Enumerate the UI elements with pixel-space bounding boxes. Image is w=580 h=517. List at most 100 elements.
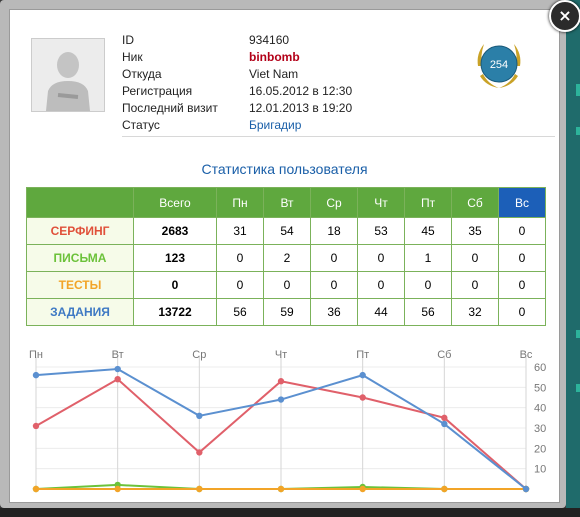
nickname-value: binbomb xyxy=(249,50,300,64)
total-cell: 2683 xyxy=(133,217,217,245)
day-cell: 0 xyxy=(498,217,546,245)
day-cell: 36 xyxy=(310,298,358,326)
day-cell: 0 xyxy=(216,244,264,272)
total-cell: 13722 xyxy=(133,298,217,326)
x-tick-label: Чт xyxy=(275,349,287,361)
x-tick-label: Пн xyxy=(29,349,43,361)
x-tick-label: Вс xyxy=(520,349,533,361)
stats-table: Всего Пн Вт Ср Чт Пт Сб Вс СЕРФИНГ 2683 … xyxy=(26,187,546,326)
info-row-status: Статус Бригадир xyxy=(122,117,352,134)
avatar xyxy=(31,38,105,112)
day-cell: 32 xyxy=(451,298,499,326)
day-cell: 0 xyxy=(263,271,311,299)
table-header-cell: Ср xyxy=(310,187,358,218)
day-cell: 56 xyxy=(216,298,264,326)
info-label: ID xyxy=(122,33,134,47)
activity-label: ПИСЬМА xyxy=(26,244,134,272)
activity-label: ТЕСТЫ xyxy=(26,271,134,299)
day-cell: 44 xyxy=(357,298,405,326)
x-tick-label: Сб xyxy=(437,349,451,361)
data-point xyxy=(277,485,285,493)
info-row-id: ID 934160 xyxy=(122,32,352,49)
registration-value: 16.05.2012 в 12:30 xyxy=(249,84,353,98)
data-point xyxy=(359,485,366,493)
table-row: ПИСЬМА 123 0 2 0 0 1 0 0 xyxy=(26,244,546,272)
day-cell: 59 xyxy=(263,298,311,326)
data-point xyxy=(277,378,285,385)
data-point xyxy=(441,420,448,428)
activity-label: СЕРФИНГ xyxy=(26,217,134,245)
data-point xyxy=(441,414,448,422)
day-cell: 35 xyxy=(451,217,499,245)
info-row-nick: Ник binbomb xyxy=(122,49,352,66)
data-point xyxy=(196,485,203,493)
table-header-cell: Всего xyxy=(133,187,217,218)
data-point xyxy=(32,485,40,493)
y-tick-label: 50 xyxy=(534,382,546,394)
day-cell: 0 xyxy=(498,298,546,326)
table-header-cell: Сб xyxy=(451,187,499,218)
info-label: Откуда xyxy=(122,67,162,81)
data-point xyxy=(114,485,121,493)
y-tick-label: 20 xyxy=(534,443,546,455)
data-point xyxy=(277,396,285,403)
stats-title: Статистика пользователя xyxy=(201,161,368,177)
data-point xyxy=(196,412,203,419)
data-point xyxy=(32,422,40,430)
day-cell: 0 xyxy=(498,244,546,272)
info-row-registration: Регистрация 16.05.2012 в 12:30 xyxy=(122,83,352,100)
table-row: СЕРФИНГ 2683 31 54 18 53 45 35 0 xyxy=(26,217,546,245)
day-cell: 18 xyxy=(310,217,358,245)
data-point xyxy=(114,365,121,373)
day-cell: 0 xyxy=(357,271,405,299)
y-tick-label: 60 xyxy=(534,362,546,374)
day-cell: 56 xyxy=(404,298,452,326)
edge-mark xyxy=(576,84,580,96)
day-cell: 0 xyxy=(451,271,499,299)
data-point xyxy=(196,449,203,456)
day-cell: 0 xyxy=(498,271,546,299)
activity-label: ЗАДАНИЯ xyxy=(26,298,134,326)
day-cell: 54 xyxy=(263,217,311,245)
weekly-activity-chart: 60 50 40 30 20 10 Пн Вт Ср Чт Пт Сб Вс xyxy=(29,349,546,493)
country-value: Viet Nam xyxy=(249,67,299,81)
user-profile-popup: ID 934160 Ник binbomb Откуда Viet Nam Ре… xyxy=(9,9,560,503)
day-cell: 0 xyxy=(357,244,405,272)
background-page-edge xyxy=(566,0,580,517)
info-label: Регистрация xyxy=(122,84,193,98)
table-header-row: Всего Пн Вт Ср Чт Пт Сб Вс xyxy=(26,187,546,218)
user-silhouette-icon xyxy=(32,39,104,111)
edge-mark xyxy=(576,127,580,135)
table-header-cell: Пн xyxy=(216,187,264,218)
data-point xyxy=(359,371,366,379)
x-tick-label: Пт xyxy=(356,349,369,361)
day-cell: 0 xyxy=(216,271,264,299)
total-cell: 0 xyxy=(133,271,217,299)
data-point xyxy=(522,485,530,493)
table-row: ЗАДАНИЯ 13722 56 59 36 44 56 32 0 xyxy=(26,298,546,326)
window-bottom-edge xyxy=(0,508,580,517)
day-cell: 0 xyxy=(451,244,499,272)
info-row-last-visit: Последний визит 12.01.2013 в 19:20 xyxy=(122,100,352,117)
edge-mark xyxy=(576,384,580,392)
last-visit-value: 12.01.2013 в 19:20 xyxy=(249,101,353,115)
x-tick-label: Ср xyxy=(192,349,206,361)
x-tick-label: Вт xyxy=(112,349,124,361)
data-point xyxy=(441,485,448,493)
day-cell: 1 xyxy=(404,244,452,272)
status-link[interactable]: Бригадир xyxy=(249,118,302,132)
day-cell: 31 xyxy=(216,217,264,245)
divider xyxy=(122,136,555,137)
day-cell: 2 xyxy=(263,244,311,272)
edge-mark xyxy=(576,330,580,338)
table-header-cell: Вт xyxy=(263,187,311,218)
y-tick-label: 30 xyxy=(534,423,546,435)
info-label: Последний визит xyxy=(122,101,218,115)
table-header-cell: Пт xyxy=(404,187,452,218)
close-button[interactable]: × xyxy=(549,0,580,32)
y-tick-label: 10 xyxy=(534,464,546,476)
total-cell: 123 xyxy=(133,244,217,272)
day-cell: 0 xyxy=(404,271,452,299)
user-id-value: 934160 xyxy=(249,33,290,47)
day-cell: 45 xyxy=(404,217,452,245)
